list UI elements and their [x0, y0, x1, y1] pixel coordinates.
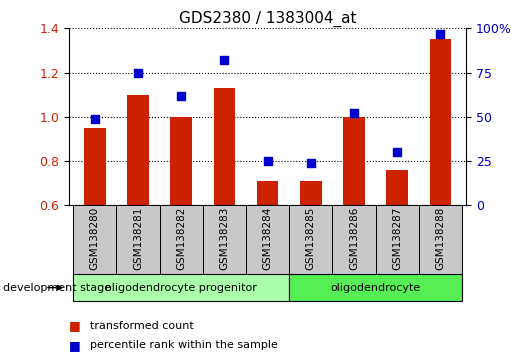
Text: GSM138281: GSM138281	[133, 207, 143, 270]
Bar	[117, 205, 160, 274]
Point	[91, 116, 99, 121]
Bar	[84, 128, 105, 205]
Text: GSM138286: GSM138286	[349, 207, 359, 270]
Bar	[289, 274, 462, 301]
Point	[134, 70, 142, 75]
Text: GSM138280: GSM138280	[90, 207, 100, 270]
Text: GSM138287: GSM138287	[392, 207, 402, 270]
Text: GSM138284: GSM138284	[263, 207, 272, 270]
Text: GSM138283: GSM138283	[219, 207, 229, 270]
Text: transformed count: transformed count	[90, 321, 194, 331]
Bar	[376, 205, 419, 274]
Bar	[214, 88, 235, 205]
Text: ■: ■	[69, 339, 81, 352]
Bar	[127, 95, 149, 205]
Bar	[171, 117, 192, 205]
Bar	[430, 39, 451, 205]
Bar	[289, 205, 332, 274]
Bar	[386, 170, 408, 205]
Bar	[73, 274, 289, 301]
Point	[307, 160, 315, 166]
Text: GSM138285: GSM138285	[306, 207, 316, 270]
Bar	[73, 205, 117, 274]
Text: oligodendrocyte progenitor: oligodendrocyte progenitor	[105, 282, 257, 293]
Text: GSM138282: GSM138282	[176, 207, 186, 270]
Point	[393, 149, 402, 155]
Bar	[300, 181, 322, 205]
Point	[263, 158, 272, 164]
Point	[350, 110, 358, 116]
Bar	[246, 205, 289, 274]
Point	[220, 57, 228, 63]
Text: GSM138288: GSM138288	[436, 207, 446, 270]
Bar	[203, 205, 246, 274]
Point	[177, 93, 186, 98]
Text: ■: ■	[69, 319, 81, 332]
Bar	[160, 205, 203, 274]
Bar	[419, 205, 462, 274]
Text: percentile rank within the sample: percentile rank within the sample	[90, 340, 278, 350]
Bar	[343, 117, 365, 205]
Bar	[257, 181, 278, 205]
Text: development stage: development stage	[3, 282, 111, 293]
Point	[436, 31, 445, 36]
Bar	[332, 205, 376, 274]
Text: oligodendrocyte: oligodendrocyte	[331, 282, 421, 293]
Title: GDS2380 / 1383004_at: GDS2380 / 1383004_at	[179, 11, 356, 27]
